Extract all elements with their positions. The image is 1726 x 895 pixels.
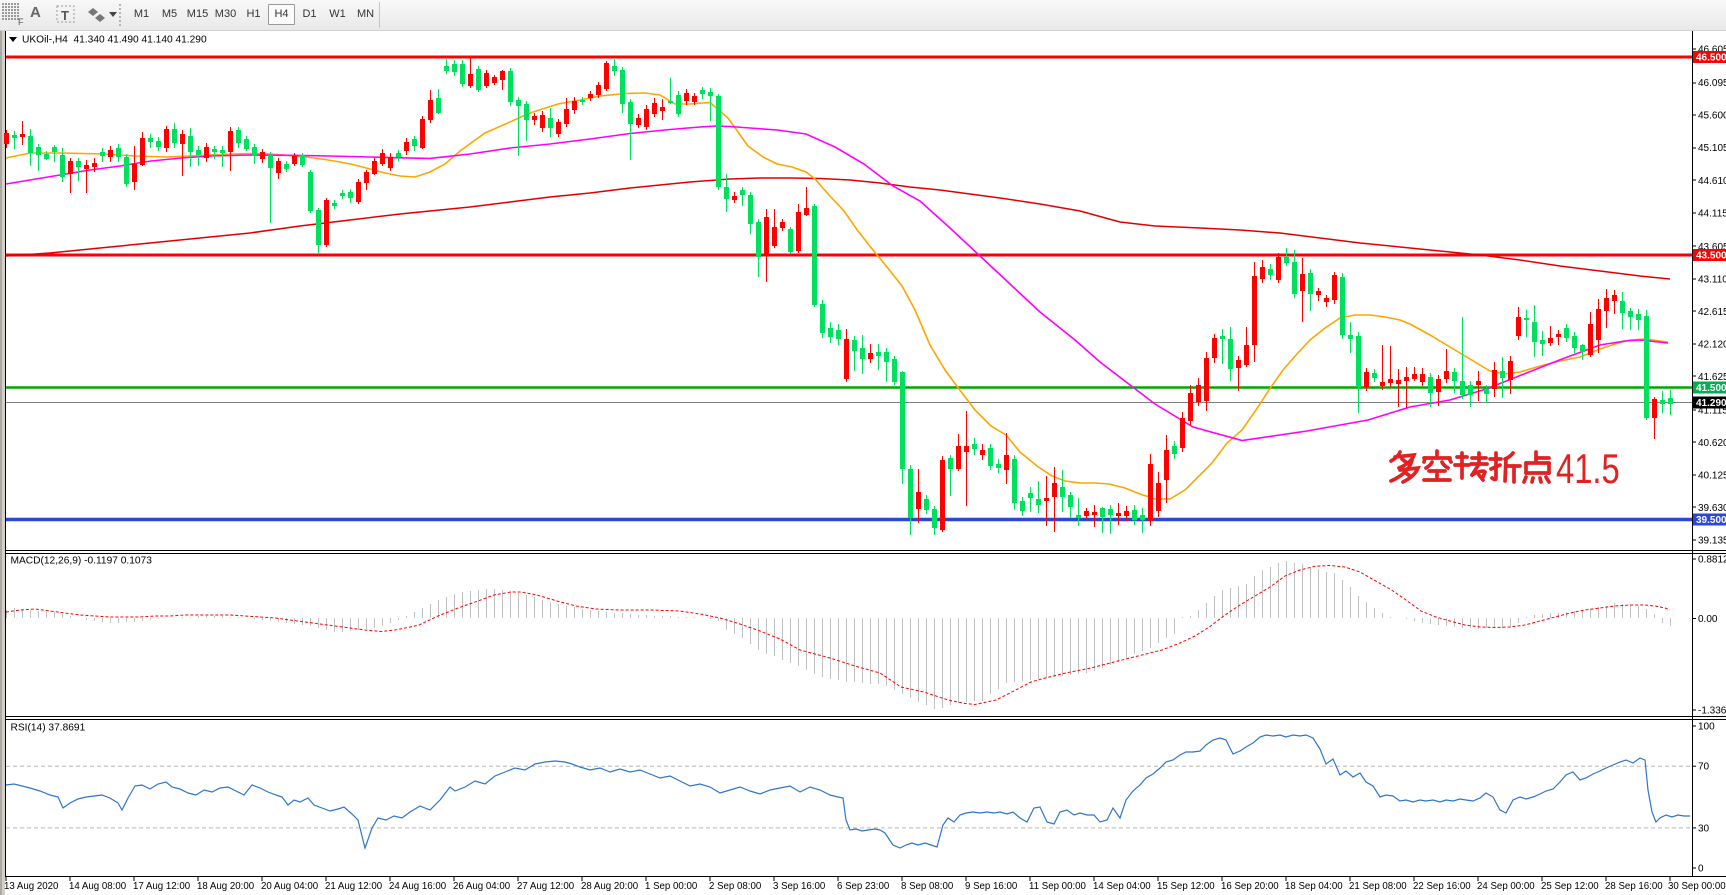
svg-text:43.605: 43.605 xyxy=(1698,242,1726,253)
svg-text:UKOil-,H4 41.340 41.490 41.14: UKOil-,H4 41.340 41.490 41.140 41.290 xyxy=(22,35,207,46)
svg-text:8 Sep 08:00: 8 Sep 08:00 xyxy=(901,881,954,892)
svg-text:18 Aug 20:00: 18 Aug 20:00 xyxy=(197,881,255,892)
svg-text:-1.3368: -1.3368 xyxy=(1698,706,1726,717)
svg-text:41.115: 41.115 xyxy=(1698,405,1726,416)
svg-text:28 Sep 16:00: 28 Sep 16:00 xyxy=(1605,881,1663,892)
svg-text:28 Aug 20:00: 28 Aug 20:00 xyxy=(581,881,639,892)
svg-text:44.610: 44.610 xyxy=(1698,176,1726,187)
svg-text:T: T xyxy=(61,8,69,23)
svg-text:0: 0 xyxy=(1698,864,1704,875)
svg-text:42.615: 42.615 xyxy=(1698,307,1726,318)
svg-text:0.8812: 0.8812 xyxy=(1698,555,1726,566)
svg-text:6 Sep 23:00: 6 Sep 23:00 xyxy=(837,881,890,892)
svg-text:2 Sep 08:00: 2 Sep 08:00 xyxy=(709,881,762,892)
svg-text:18 Sep 04:00: 18 Sep 04:00 xyxy=(1285,881,1343,892)
svg-text:40.125: 40.125 xyxy=(1698,470,1726,481)
svg-text:16 Sep 20:00: 16 Sep 20:00 xyxy=(1221,881,1279,892)
svg-text:25 Sep 12:00: 25 Sep 12:00 xyxy=(1541,881,1599,892)
svg-text:13 Aug 2020: 13 Aug 2020 xyxy=(4,881,59,892)
svg-text:27 Aug 12:00: 27 Aug 12:00 xyxy=(517,881,575,892)
svg-text:44.115: 44.115 xyxy=(1698,208,1726,219)
svg-text:MACD(12,26,9) -0.1197 0.1073: MACD(12,26,9) -0.1197 0.1073 xyxy=(11,556,153,567)
svg-text:9 Sep 16:00: 9 Sep 16:00 xyxy=(965,881,1018,892)
svg-text:3 Sep 16:00: 3 Sep 16:00 xyxy=(773,881,826,892)
svg-text:0.00: 0.00 xyxy=(1698,614,1718,625)
svg-text:70: 70 xyxy=(1698,762,1710,773)
svg-text:100: 100 xyxy=(1698,722,1715,733)
svg-text:26 Aug 04:00: 26 Aug 04:00 xyxy=(453,881,511,892)
svg-text:24 Aug 16:00: 24 Aug 16:00 xyxy=(389,881,447,892)
svg-text:30 Sep 00:00: 30 Sep 00:00 xyxy=(1668,881,1726,892)
svg-text:14 Sep 04:00: 14 Sep 04:00 xyxy=(1093,881,1151,892)
svg-text:20 Aug 04:00: 20 Aug 04:00 xyxy=(261,881,319,892)
svg-text:41.290: 41.290 xyxy=(1696,398,1726,409)
svg-text:11 Sep 00:00: 11 Sep 00:00 xyxy=(1029,881,1087,892)
svg-text:46.095: 46.095 xyxy=(1698,78,1726,89)
svg-text:41.625: 41.625 xyxy=(1698,372,1726,383)
svg-text:43.110: 43.110 xyxy=(1698,274,1726,285)
svg-text:22 Sep 16:00: 22 Sep 16:00 xyxy=(1413,881,1471,892)
svg-text:39.135: 39.135 xyxy=(1698,535,1726,546)
svg-text:45.600: 45.600 xyxy=(1698,111,1726,122)
svg-text:46.500: 46.500 xyxy=(1696,53,1726,64)
svg-text:39.500: 39.500 xyxy=(1696,515,1726,526)
svg-text:41.500: 41.500 xyxy=(1696,383,1726,394)
svg-text:21 Aug 12:00: 21 Aug 12:00 xyxy=(325,881,383,892)
svg-text:F: F xyxy=(18,17,24,27)
svg-text:41.5: 41.5 xyxy=(1556,445,1620,492)
svg-text:24 Sep 00:00: 24 Sep 00:00 xyxy=(1477,881,1535,892)
svg-text:RSI(14) 37.8691: RSI(14) 37.8691 xyxy=(11,723,86,734)
svg-text:17 Aug 12:00: 17 Aug 12:00 xyxy=(133,881,191,892)
svg-text:45.105: 45.105 xyxy=(1698,143,1726,154)
svg-text:30: 30 xyxy=(1698,823,1710,834)
svg-text:46.605: 46.605 xyxy=(1698,45,1726,56)
svg-text:14 Aug 08:00: 14 Aug 08:00 xyxy=(69,881,127,892)
svg-text:21 Sep 08:00: 21 Sep 08:00 xyxy=(1349,881,1407,892)
svg-text:42.120: 42.120 xyxy=(1698,339,1726,350)
svg-text:40.620: 40.620 xyxy=(1698,438,1726,449)
svg-text:43.500: 43.500 xyxy=(1696,251,1726,262)
svg-text:15 Sep 12:00: 15 Sep 12:00 xyxy=(1157,881,1215,892)
svg-text:1 Sep 00:00: 1 Sep 00:00 xyxy=(645,881,698,892)
svg-text:39.630: 39.630 xyxy=(1698,503,1726,514)
